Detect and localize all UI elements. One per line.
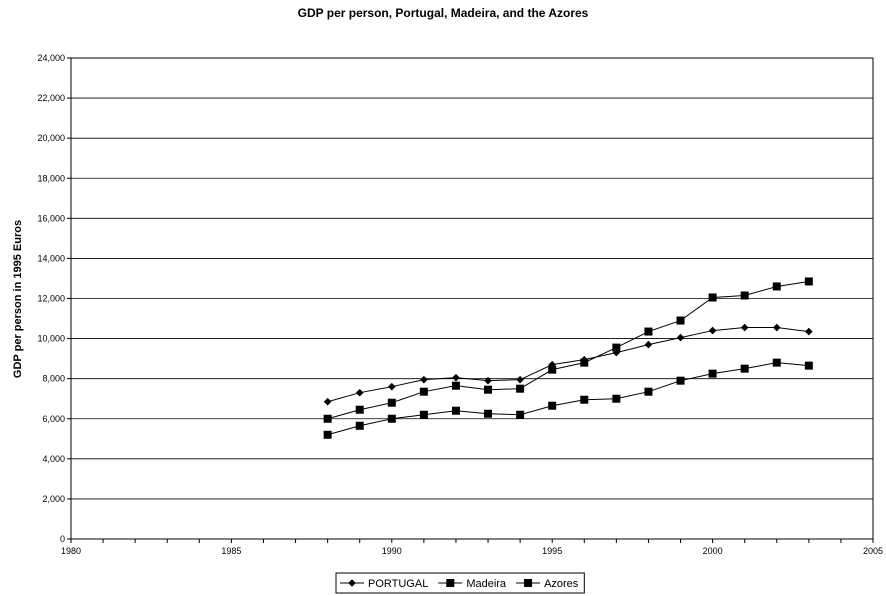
series-line-portugal xyxy=(327,327,809,403)
legend: PORTUGAL Madeira Azores xyxy=(335,572,585,594)
data-point-portugal xyxy=(484,376,492,385)
y-tick-label: 2,000 xyxy=(42,494,65,504)
data-point-madeira xyxy=(484,385,493,394)
y-axis: 0 2,000 4,000 6,000 8,000 10,000 12,000 14,000 1… xyxy=(37,53,71,544)
data-point-madeira xyxy=(708,293,717,302)
x-tick-label: 1990 xyxy=(382,546,402,556)
data-point-madeira xyxy=(323,414,332,423)
legend-marker xyxy=(446,579,455,587)
y-tick-label: 10,000 xyxy=(37,334,65,344)
y-tick-label: 18,000 xyxy=(37,173,65,183)
data-point-portugal xyxy=(676,333,685,342)
legend-marker xyxy=(524,579,533,587)
series-portugal xyxy=(323,323,813,406)
data-point-azores xyxy=(740,364,749,373)
x-tick-label: 2005 xyxy=(863,546,883,556)
chart-title: GDP per person, Portugal, Madeira, and t… xyxy=(298,6,589,20)
data-point-madeira xyxy=(740,291,749,300)
y-tick-label: 4,000 xyxy=(42,454,65,464)
data-point-madeira xyxy=(548,365,557,374)
data-point-azores xyxy=(355,421,364,430)
series-azores xyxy=(323,358,813,439)
x-axis: 1980 1985 1990 1995 2000 2005 xyxy=(61,539,883,556)
data-point-portugal xyxy=(740,323,749,332)
legend-item-portugal: PORTUGAL xyxy=(340,578,428,590)
data-point-azores xyxy=(387,414,396,423)
data-point-azores xyxy=(612,394,621,403)
data-point-madeira xyxy=(387,398,396,407)
y-tick-label: 12,000 xyxy=(37,294,65,304)
data-point-azores xyxy=(548,401,557,410)
data-point-azores xyxy=(323,430,332,439)
data-point-azores xyxy=(772,358,781,367)
data-point-portugal xyxy=(805,327,813,336)
data-point-madeira xyxy=(516,384,525,393)
legend-label: Madeira xyxy=(466,578,507,590)
legend-item-azores: Azores xyxy=(516,578,579,590)
data-point-portugal xyxy=(420,375,428,384)
data-point-portugal xyxy=(516,375,524,384)
legend-marker xyxy=(348,579,356,587)
data-point-madeira xyxy=(580,358,589,367)
data-point-madeira xyxy=(644,327,653,336)
data-point-azores xyxy=(484,409,493,418)
y-tick-label: 22,000 xyxy=(37,93,65,103)
x-tick-label: 2000 xyxy=(703,546,723,556)
data-point-azores xyxy=(644,387,653,396)
data-point-azores xyxy=(419,410,428,419)
data-point-azores xyxy=(804,361,813,370)
data-point-portugal xyxy=(452,373,460,382)
data-point-azores xyxy=(580,395,589,404)
legend-label: PORTUGAL xyxy=(368,578,428,590)
data-series xyxy=(323,277,813,439)
y-tick-label: 16,000 xyxy=(37,213,65,223)
data-point-portugal xyxy=(612,348,621,357)
data-point-portugal xyxy=(355,388,364,397)
data-point-madeira xyxy=(772,282,781,291)
data-point-portugal xyxy=(323,397,332,406)
data-point-madeira xyxy=(355,405,364,414)
y-tick-label: 6,000 xyxy=(42,414,65,424)
legend-item-madeira: Madeira xyxy=(438,578,507,590)
data-point-portugal xyxy=(388,382,396,391)
data-point-madeira xyxy=(676,316,685,325)
series-line-azores xyxy=(327,362,809,436)
data-point-portugal xyxy=(644,340,653,349)
y-tick-label: 8,000 xyxy=(42,374,65,384)
y-tick-label: 0 xyxy=(60,534,65,544)
data-point-azores xyxy=(708,369,717,378)
legend-label: Azores xyxy=(544,578,579,590)
y-tick-label: 14,000 xyxy=(37,253,65,263)
data-point-madeira xyxy=(451,381,460,390)
y-tick-label: 24,000 xyxy=(37,53,65,63)
y-axis-label: GDP per person in 1995 Euros xyxy=(12,220,24,378)
x-tick-label: 1980 xyxy=(61,546,81,556)
y-tick-label: 20,000 xyxy=(37,133,65,143)
series-madeira xyxy=(323,277,813,423)
x-tick-label: 1995 xyxy=(542,546,562,556)
x-tick-label: 1985 xyxy=(221,546,241,556)
series-line-madeira xyxy=(327,280,809,420)
data-point-azores xyxy=(516,410,525,419)
data-point-madeira xyxy=(804,277,813,286)
data-point-portugal xyxy=(772,323,781,332)
data-point-madeira xyxy=(612,343,621,352)
data-point-madeira xyxy=(419,387,428,396)
data-point-portugal xyxy=(708,326,717,335)
data-point-azores xyxy=(676,376,685,385)
gridlines xyxy=(71,97,873,500)
data-point-azores xyxy=(451,406,460,415)
